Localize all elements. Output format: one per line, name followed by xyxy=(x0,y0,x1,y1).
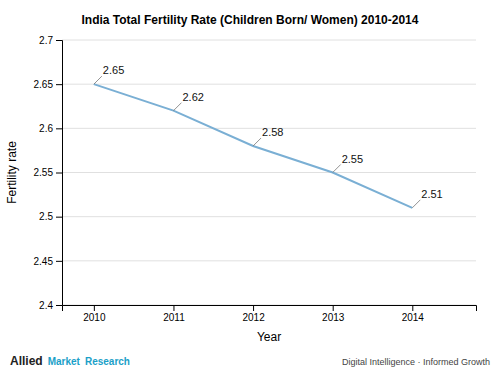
line xyxy=(94,84,412,208)
annotation: Research xyxy=(85,356,130,367)
y-tick: 2.5 xyxy=(39,211,62,222)
x-axis-title: Year xyxy=(257,330,281,344)
y-tick-label: 2.55 xyxy=(34,167,54,178)
y-tick-mark xyxy=(56,84,62,85)
plot: 2010 2011 2012 2013 2014 2.4 2.45 2.5 2.55 2.6 2.6… xyxy=(34,35,477,323)
x-tick: 2014 xyxy=(402,305,425,323)
x-tick: 2012 xyxy=(242,305,265,323)
leader-line xyxy=(412,200,420,208)
grid-line xyxy=(62,216,476,217)
data-label: 2.55 xyxy=(342,153,363,165)
y-tick-label: 2.65 xyxy=(34,79,54,90)
grid xyxy=(62,40,476,305)
leader-line xyxy=(333,165,341,173)
x-tick: 2010 xyxy=(83,305,106,323)
x-axis: 2010 2011 2012 2013 2014 xyxy=(63,305,477,323)
x-axis-line xyxy=(63,306,477,312)
y-tick-mark xyxy=(56,128,62,129)
leader-line xyxy=(94,76,102,84)
grid-line xyxy=(62,84,476,85)
y-tick-label: 2.5 xyxy=(39,211,53,222)
grid-line xyxy=(62,172,476,173)
y-axis: 2.4 2.45 2.5 2.55 2.6 2.65 2.7 xyxy=(34,35,63,311)
y-axis-title: Fertility rate xyxy=(5,141,19,204)
annotation: Digital Intelligence · Informed Growth xyxy=(342,357,490,367)
annotation: Market xyxy=(48,356,81,367)
x-tick-mark xyxy=(412,305,413,311)
x-tick-label: 2013 xyxy=(322,312,345,323)
y-tick-mark xyxy=(56,261,62,262)
y-tick: 2.55 xyxy=(34,167,62,178)
x-tick-label: 2012 xyxy=(242,312,265,323)
y-tick: 2.7 xyxy=(39,35,62,46)
y-tick-label: 2.7 xyxy=(39,35,53,46)
annotation: Allied xyxy=(10,354,43,368)
data-label: 2.65 xyxy=(103,64,124,76)
y-tick: 2.65 xyxy=(34,79,62,90)
y-tick-label: 2.4 xyxy=(39,300,53,311)
y-tick-label: 2.6 xyxy=(39,123,53,134)
x-tick-mark xyxy=(94,305,95,311)
y-tick: 2.6 xyxy=(39,123,62,134)
grid-line xyxy=(62,260,476,261)
x-tick-mark xyxy=(173,305,174,311)
y-tick: 2.45 xyxy=(34,256,62,267)
x-tick-label: 2014 xyxy=(402,312,425,323)
y-tick-label: 2.45 xyxy=(34,256,54,267)
title: India Total Fertility Rate (Children Bor… xyxy=(82,13,419,27)
y-tick-mark xyxy=(56,305,62,306)
leader-line xyxy=(173,103,181,111)
x-tick-label: 2011 xyxy=(163,312,185,323)
chart: India Total Fertility Rate (Children Bor… xyxy=(0,0,500,375)
y-tick-mark xyxy=(56,40,62,41)
data-labels: 2.65 2.62 2.58 2.55 2.51 xyxy=(94,64,443,208)
data-label: 2.62 xyxy=(182,91,203,103)
footer: Allied Market Research Digital Intelligence… xyxy=(10,354,490,368)
data-label: 2.51 xyxy=(421,188,442,200)
x-tick: 2011 xyxy=(163,305,185,323)
y-tick-mark xyxy=(56,173,62,174)
grid-line xyxy=(62,40,476,41)
x-tick-label: 2010 xyxy=(83,312,106,323)
x-tick-mark xyxy=(253,305,254,311)
data-label: 2.58 xyxy=(262,126,283,138)
leader-line xyxy=(253,138,261,146)
y-tick: 2.4 xyxy=(39,300,62,311)
y-tick-mark xyxy=(56,217,62,218)
x-tick-mark xyxy=(333,305,334,311)
x-tick: 2013 xyxy=(322,305,345,323)
y-axis-line xyxy=(56,41,63,306)
marks xyxy=(94,84,412,208)
